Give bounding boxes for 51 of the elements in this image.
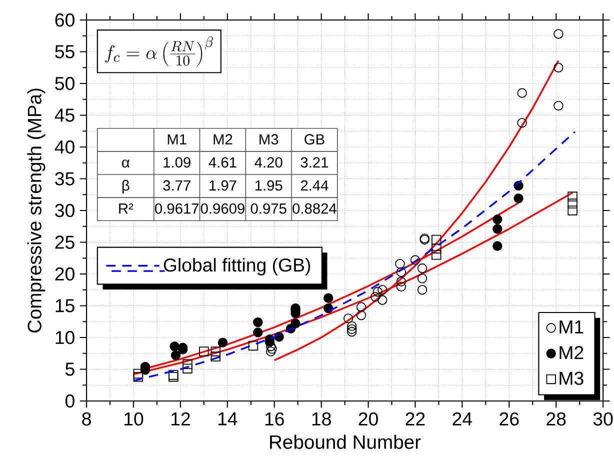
x-axis-title: Rebound Number xyxy=(270,434,421,449)
annotation: 1.95 xyxy=(255,180,282,191)
legend-label: M2 xyxy=(560,346,584,360)
legend-label: M3 xyxy=(560,372,584,385)
legend-label: M1 xyxy=(560,320,584,334)
annotation: M2 xyxy=(214,134,232,144)
annotation: M3 xyxy=(260,134,278,145)
annotation: 3.21 xyxy=(300,157,328,168)
x-tick-label: 28 xyxy=(546,412,566,426)
annotation: 0.9609 xyxy=(200,203,244,214)
y-tick-label: 25 xyxy=(55,236,74,249)
y-tick-label: 35 xyxy=(55,172,74,186)
annotation: R² xyxy=(119,203,134,214)
annotation: 2.44 xyxy=(300,180,328,191)
annotation: 1.09 xyxy=(164,157,190,168)
x-tick-label: 30 xyxy=(593,412,613,426)
annotation: $f_c=\alpha\left(\frac{RN}{10}\right)^{\beta}$ xyxy=(105,36,213,66)
annotation: 0.975 xyxy=(250,203,286,214)
annotation: β xyxy=(122,180,130,194)
x-tick-label: 14 xyxy=(218,412,238,426)
annotation: M1 xyxy=(168,134,186,144)
y-tick-label: 45 xyxy=(54,108,74,122)
annotation: 4.61 xyxy=(208,157,236,168)
x-tick-label: 22 xyxy=(406,412,425,426)
y-tick-label: 20 xyxy=(55,267,74,281)
annotation: 0.8824 xyxy=(292,203,336,214)
y-tick-label: 60 xyxy=(55,13,74,27)
y-tick-label: 55 xyxy=(55,45,74,58)
x-tick-label: 10 xyxy=(124,412,144,426)
x-tick-label: 12 xyxy=(171,412,190,426)
annotation: α xyxy=(122,160,130,168)
y-tick-label: 15 xyxy=(56,299,74,312)
annotation: 1.97 xyxy=(210,180,236,191)
x-tick-label: 26 xyxy=(500,412,519,426)
annotation: GB xyxy=(304,134,324,145)
legend-label: Global fitting (GB) xyxy=(164,258,310,276)
y-tick-label: 10 xyxy=(56,330,74,344)
x-tick-label: 8 xyxy=(82,412,91,426)
x-tick-label: 20 xyxy=(358,412,378,426)
y-axis-title: Compressive strength (MPa) xyxy=(27,88,46,333)
y-tick-label: 40 xyxy=(54,140,74,154)
annotation: 3.77 xyxy=(163,180,190,191)
y-tick-label: 5 xyxy=(66,362,74,376)
x-tick-label: 18 xyxy=(312,412,331,426)
annotation: 0.9617 xyxy=(155,203,199,214)
x-tick-label: 16 xyxy=(265,412,284,426)
annotation: 4.20 xyxy=(254,157,282,168)
y-tick-label: 30 xyxy=(55,204,74,218)
y-tick-label: 50 xyxy=(55,76,74,90)
y-tick-label: 0 xyxy=(66,394,74,408)
x-tick-label: 24 xyxy=(452,412,472,426)
